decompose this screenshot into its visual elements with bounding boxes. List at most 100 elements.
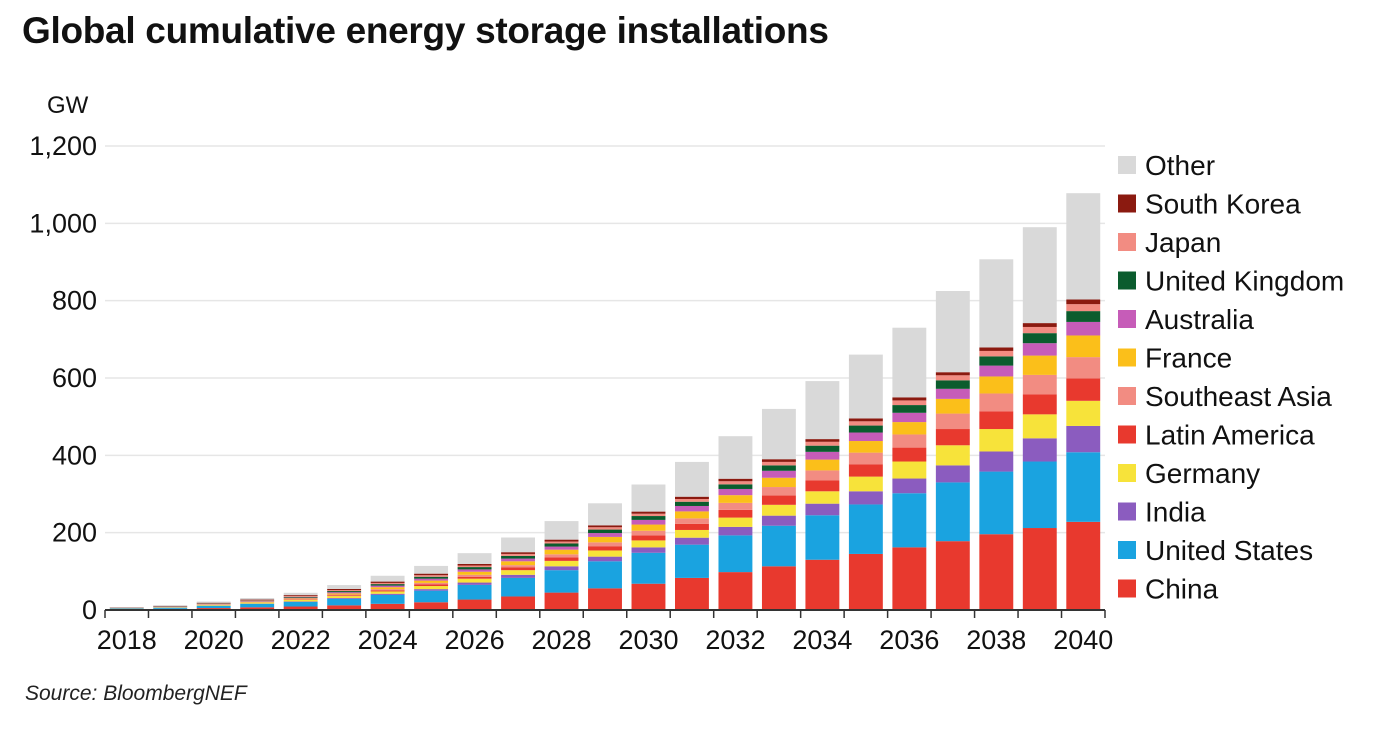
bar-segment-australia <box>1022 343 1057 356</box>
bar-segment-united-states <box>283 601 318 607</box>
bar-segment-japan <box>675 499 709 502</box>
bar-segment-united-states <box>544 570 579 593</box>
bar-segment-france <box>979 376 1014 394</box>
bar-segment-southeast-asia <box>457 574 492 577</box>
bar-segment-south-korea <box>979 347 1014 351</box>
bar-segment-japan <box>935 375 970 381</box>
bar-segment-south-korea <box>414 573 449 576</box>
bar-segment-south-korea <box>761 459 796 462</box>
bar-segment-southeast-asia <box>718 502 753 510</box>
legend-label: Other <box>1145 150 1215 181</box>
legend-swatch-france <box>1118 348 1136 367</box>
bar-segment-france <box>501 561 535 566</box>
bar-segment-united-kingdom <box>761 465 796 471</box>
bar-segment-united-kingdom <box>501 555 535 559</box>
bar-segment-india <box>327 598 362 599</box>
bar-segment-united-kingdom <box>892 405 927 413</box>
x-tick-label: 2040 <box>1053 625 1113 655</box>
bar-segment-germany <box>327 596 362 599</box>
bar-segment-latin-america <box>631 535 666 541</box>
bar-segment-united-states <box>327 598 362 606</box>
bar-segment-southeast-asia <box>631 530 666 536</box>
bar-segment-united-kingdom <box>718 484 753 489</box>
bar-segment-south-korea <box>501 552 535 554</box>
legend-label: Germany <box>1145 458 1260 489</box>
bar-segment-china <box>240 607 275 610</box>
bar-segment-india <box>501 574 535 578</box>
bar-segment-latin-america <box>1066 378 1101 401</box>
bar-segment-southeast-asia <box>327 594 362 596</box>
x-tick-label: 2034 <box>792 625 852 655</box>
bar-segment-france <box>892 422 927 435</box>
bar-segment-japan <box>979 350 1014 357</box>
bar-segment-france <box>1066 335 1101 358</box>
bar-segment-china <box>588 588 622 610</box>
bar-segment-united-states <box>1022 461 1057 529</box>
bar-segment-australia <box>935 388 970 399</box>
bar-segment-latin-america <box>588 546 622 551</box>
bar-segment-other <box>718 436 753 479</box>
bar-segment-japan <box>501 553 535 556</box>
bar-segment-united-kingdom <box>979 356 1014 366</box>
bar-segment-china <box>370 603 405 610</box>
bar-segment-china <box>979 534 1014 610</box>
bar-segment-southeast-asia <box>675 518 709 524</box>
bar-segment-latin-america <box>501 567 535 571</box>
bar-segment-south-korea <box>1022 323 1057 327</box>
bar-segment-japan <box>1066 304 1101 312</box>
y-tick-label: 400 <box>52 440 97 470</box>
source-note: Source: BloombergNEF <box>25 682 247 705</box>
bar-segment-australia <box>1066 321 1101 336</box>
bar-segment-china <box>935 541 970 610</box>
x-tick-label: 2036 <box>879 625 939 655</box>
bar-segment-france <box>805 459 840 471</box>
bar-segment-france <box>1022 355 1057 375</box>
legend-swatch-united-states <box>1118 541 1136 559</box>
bar-segment-other <box>848 354 883 419</box>
legend-swatch-southeast-asia <box>1118 387 1136 405</box>
bar-segment-australia <box>370 585 405 588</box>
bar-segment-united-kingdom <box>457 567 492 570</box>
x-tick-label: 2018 <box>97 625 157 655</box>
legend-swatch-other <box>1118 156 1136 174</box>
bar-segment-japan <box>848 421 883 426</box>
bar-segment-china <box>1066 521 1101 610</box>
y-axis: 0 200 400 600 800 1,000 1,200 GW <box>29 92 97 625</box>
bar-segment-australia <box>501 558 535 562</box>
bar-segment-other <box>761 408 796 460</box>
bar-segment-latin-america <box>935 429 970 446</box>
legend-label: Australia <box>1145 304 1254 335</box>
bar-segment-united-states <box>196 605 231 609</box>
bar-segment-china <box>501 596 535 610</box>
bar-segment-india <box>457 582 492 585</box>
bar-segment-other <box>327 585 362 589</box>
bar-segment-china <box>283 606 318 610</box>
bar-segment-latin-america <box>805 480 840 492</box>
bar-segment-india <box>805 503 840 516</box>
bar-segment-other <box>631 484 666 512</box>
bar-segment-united-kingdom <box>283 596 318 598</box>
bar-segment-other <box>588 503 622 526</box>
bar-segment-united-kingdom <box>935 380 970 389</box>
bar-segment-south-korea <box>196 602 231 604</box>
bar-segment-united-states <box>718 535 753 573</box>
bar-segment-other <box>892 327 927 398</box>
bar-segment-germany <box>414 586 449 590</box>
bar-segment-southeast-asia <box>544 554 579 558</box>
bar-segment-germany <box>935 445 970 466</box>
bar-segment-germany <box>283 599 318 602</box>
bar-segment-southeast-asia <box>370 589 405 591</box>
bar-segment-australia <box>979 365 1014 377</box>
bar-segment-south-korea <box>718 478 753 482</box>
bar-segment-france <box>327 593 362 595</box>
bar-segment-other <box>979 259 1014 348</box>
bar-segment-other <box>1066 193 1101 300</box>
bar-segment-south-korea <box>327 588 362 591</box>
x-tick-label: 2032 <box>705 625 765 655</box>
bar-segment-other <box>414 565 449 574</box>
bar-segment-united-kingdom <box>588 529 622 534</box>
bar-segment-united-states <box>675 544 709 578</box>
bar-segment-southeast-asia <box>892 434 927 448</box>
bar-segment-united-kingdom <box>327 591 362 593</box>
bar-segment-south-korea <box>240 599 275 601</box>
